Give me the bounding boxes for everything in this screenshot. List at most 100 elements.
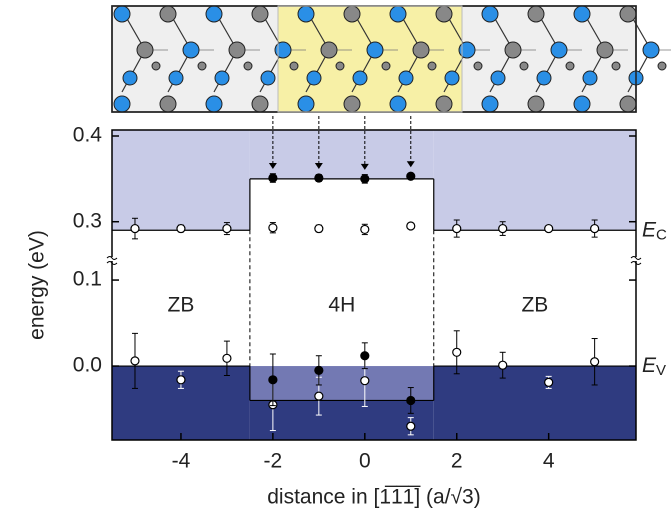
atom <box>344 96 360 112</box>
atom <box>528 6 544 22</box>
atom <box>658 62 666 70</box>
x-tick-label: 4 <box>543 450 555 473</box>
atom <box>528 96 544 112</box>
data-point <box>545 378 553 386</box>
y-tick-label: 0.4 <box>73 124 103 147</box>
atom <box>298 96 314 112</box>
atom <box>482 96 498 112</box>
atom <box>307 71 321 85</box>
region-label: ZB <box>168 293 195 316</box>
atom <box>198 62 206 70</box>
data-point <box>131 225 139 233</box>
atom <box>206 6 222 22</box>
y-tick-label: 0.0 <box>73 354 102 377</box>
atom <box>275 42 291 58</box>
data-point <box>499 225 507 233</box>
atom <box>244 62 252 70</box>
conduction-band <box>434 130 636 230</box>
atom <box>336 62 344 70</box>
atom <box>643 42 659 58</box>
x-tick-label: -4 <box>172 450 191 473</box>
atom <box>390 6 406 22</box>
data-point <box>131 357 139 365</box>
atom <box>428 62 436 70</box>
atom <box>612 62 620 70</box>
valence-band <box>250 400 434 440</box>
atom <box>321 42 337 58</box>
data-point <box>269 376 277 384</box>
atom <box>474 62 482 70</box>
atom <box>566 62 574 70</box>
data-point <box>315 225 323 233</box>
atom <box>491 71 505 85</box>
atom <box>160 6 176 22</box>
data-point <box>177 225 185 233</box>
data-point <box>591 225 599 233</box>
atom <box>229 42 245 58</box>
data-point <box>453 348 461 356</box>
data-point <box>407 396 415 404</box>
data-point <box>315 174 323 182</box>
atom <box>413 42 429 58</box>
atom <box>160 96 176 112</box>
region-label: ZB <box>521 293 548 316</box>
y-axis-title: energy (eV) <box>26 230 49 340</box>
atom <box>620 6 636 22</box>
data-point <box>315 366 323 374</box>
atom <box>505 42 521 58</box>
atom <box>583 71 597 85</box>
data-point <box>361 175 369 183</box>
data-point <box>545 225 553 233</box>
atom <box>520 62 528 70</box>
data-point <box>361 377 369 385</box>
atom <box>114 6 130 22</box>
atom <box>290 62 298 70</box>
atom <box>261 71 275 85</box>
data-point <box>269 224 277 232</box>
atom <box>183 42 199 58</box>
data-point <box>269 174 277 182</box>
atom <box>367 42 383 58</box>
atom <box>551 42 567 58</box>
atom <box>252 96 268 112</box>
atom <box>382 62 390 70</box>
crystal-structure <box>112 6 671 112</box>
atom <box>574 6 590 22</box>
data-point <box>177 376 185 384</box>
y-tick-label: 0.1 <box>73 268 102 291</box>
y-tick-label: 0.3 <box>73 209 102 232</box>
valence-offset <box>250 366 434 400</box>
atom <box>399 71 413 85</box>
data-point <box>223 225 231 233</box>
atom <box>215 71 229 85</box>
conduction-band <box>250 130 434 179</box>
atom <box>436 6 452 22</box>
data-point <box>407 422 415 430</box>
atom <box>137 42 153 58</box>
data-point <box>453 225 461 233</box>
atom <box>353 71 367 85</box>
atom <box>597 42 613 58</box>
atom <box>445 71 459 85</box>
data-point <box>407 172 415 180</box>
valence-band <box>434 366 636 440</box>
data-point <box>591 358 599 366</box>
x-tick-label: -2 <box>264 450 283 473</box>
x-tick-label: 0 <box>359 450 371 473</box>
data-point <box>315 392 323 400</box>
atom <box>206 96 222 112</box>
chart: ZB4HZB0.30.40.00.1-4-2024energy (eV)dist… <box>0 0 671 522</box>
atom <box>344 6 360 22</box>
atom <box>436 96 452 112</box>
page: {"chart_data": { "type": "scatter", "y_l… <box>0 0 671 522</box>
band-label: EC <box>642 218 667 243</box>
atom <box>574 96 590 112</box>
atom <box>169 71 183 85</box>
band-label: EV <box>642 354 666 379</box>
atom <box>252 6 268 22</box>
data-point <box>499 361 507 369</box>
atom <box>537 71 551 85</box>
atom <box>390 96 406 112</box>
atom <box>298 6 314 22</box>
atom <box>123 71 137 85</box>
